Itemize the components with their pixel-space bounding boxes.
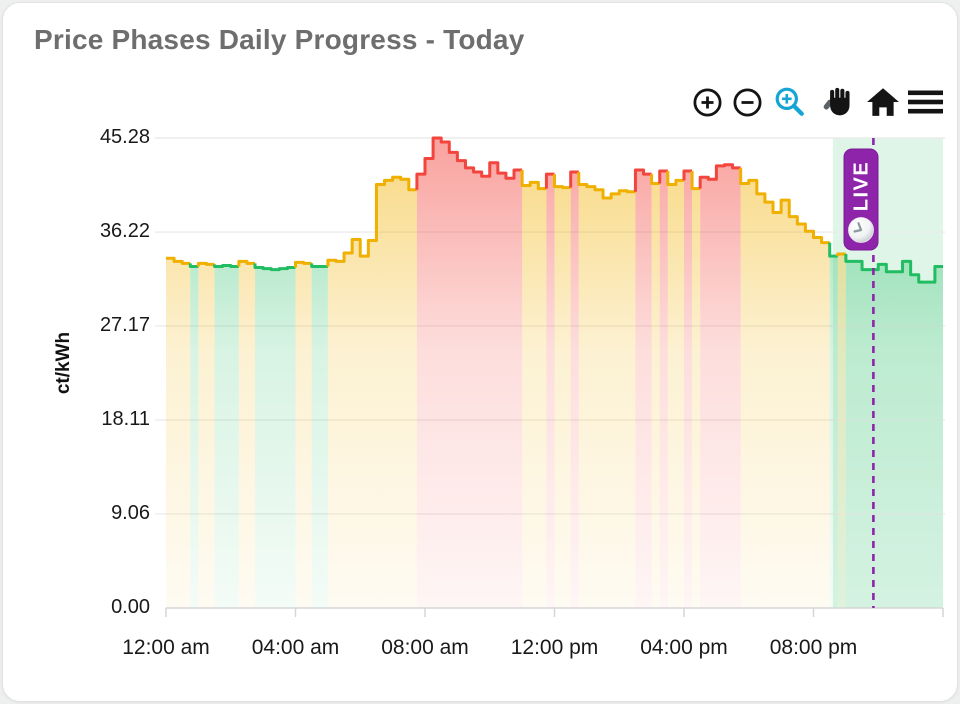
x-tick-label: 04:00 am [251, 636, 340, 659]
y-tick-label: 0.00 [111, 596, 150, 618]
y-axis-title: ct/kWh [53, 331, 74, 395]
home-button[interactable] [865, 84, 901, 120]
chart-toolbar [0, 84, 960, 120]
menu-button[interactable] [905, 84, 945, 120]
pan-hand-icon [823, 87, 850, 116]
y-tick-label: 9.06 [111, 501, 150, 524]
box-zoom-icon [775, 87, 804, 116]
zoom-out-button[interactable] [729, 84, 765, 120]
phase-area-fills [166, 138, 943, 609]
y-tick-label: 36.22 [99, 220, 150, 243]
clock-icon [848, 217, 874, 243]
y-tick-label: 45.28 [99, 126, 150, 148]
home-icon [867, 88, 899, 116]
x-tick-label: 12:00 pm [510, 636, 599, 659]
box-zoom-button[interactable] [772, 84, 808, 120]
price-step-line [166, 136, 943, 284]
menu-icon [907, 90, 943, 114]
x-tick-label: 08:00 pm [769, 636, 858, 659]
x-tick-label: 08:00 am [381, 636, 469, 659]
y-tick-label: 27.17 [99, 313, 150, 336]
live-badge: LIVE [843, 148, 879, 251]
chart-title: Price Phases Daily Progress - Today [34, 24, 525, 55]
pan-button[interactable] [820, 84, 856, 120]
zoom-in-button[interactable] [689, 84, 725, 120]
zoom-in-icon [692, 87, 722, 117]
live-badge-label: LIVE [851, 161, 873, 211]
x-tick-label: 12:00 am [122, 636, 210, 659]
x-tick-label: 04:00 pm [640, 636, 728, 659]
zoom-out-icon [732, 87, 762, 117]
y-tick-label: 18.11 [101, 408, 150, 431]
